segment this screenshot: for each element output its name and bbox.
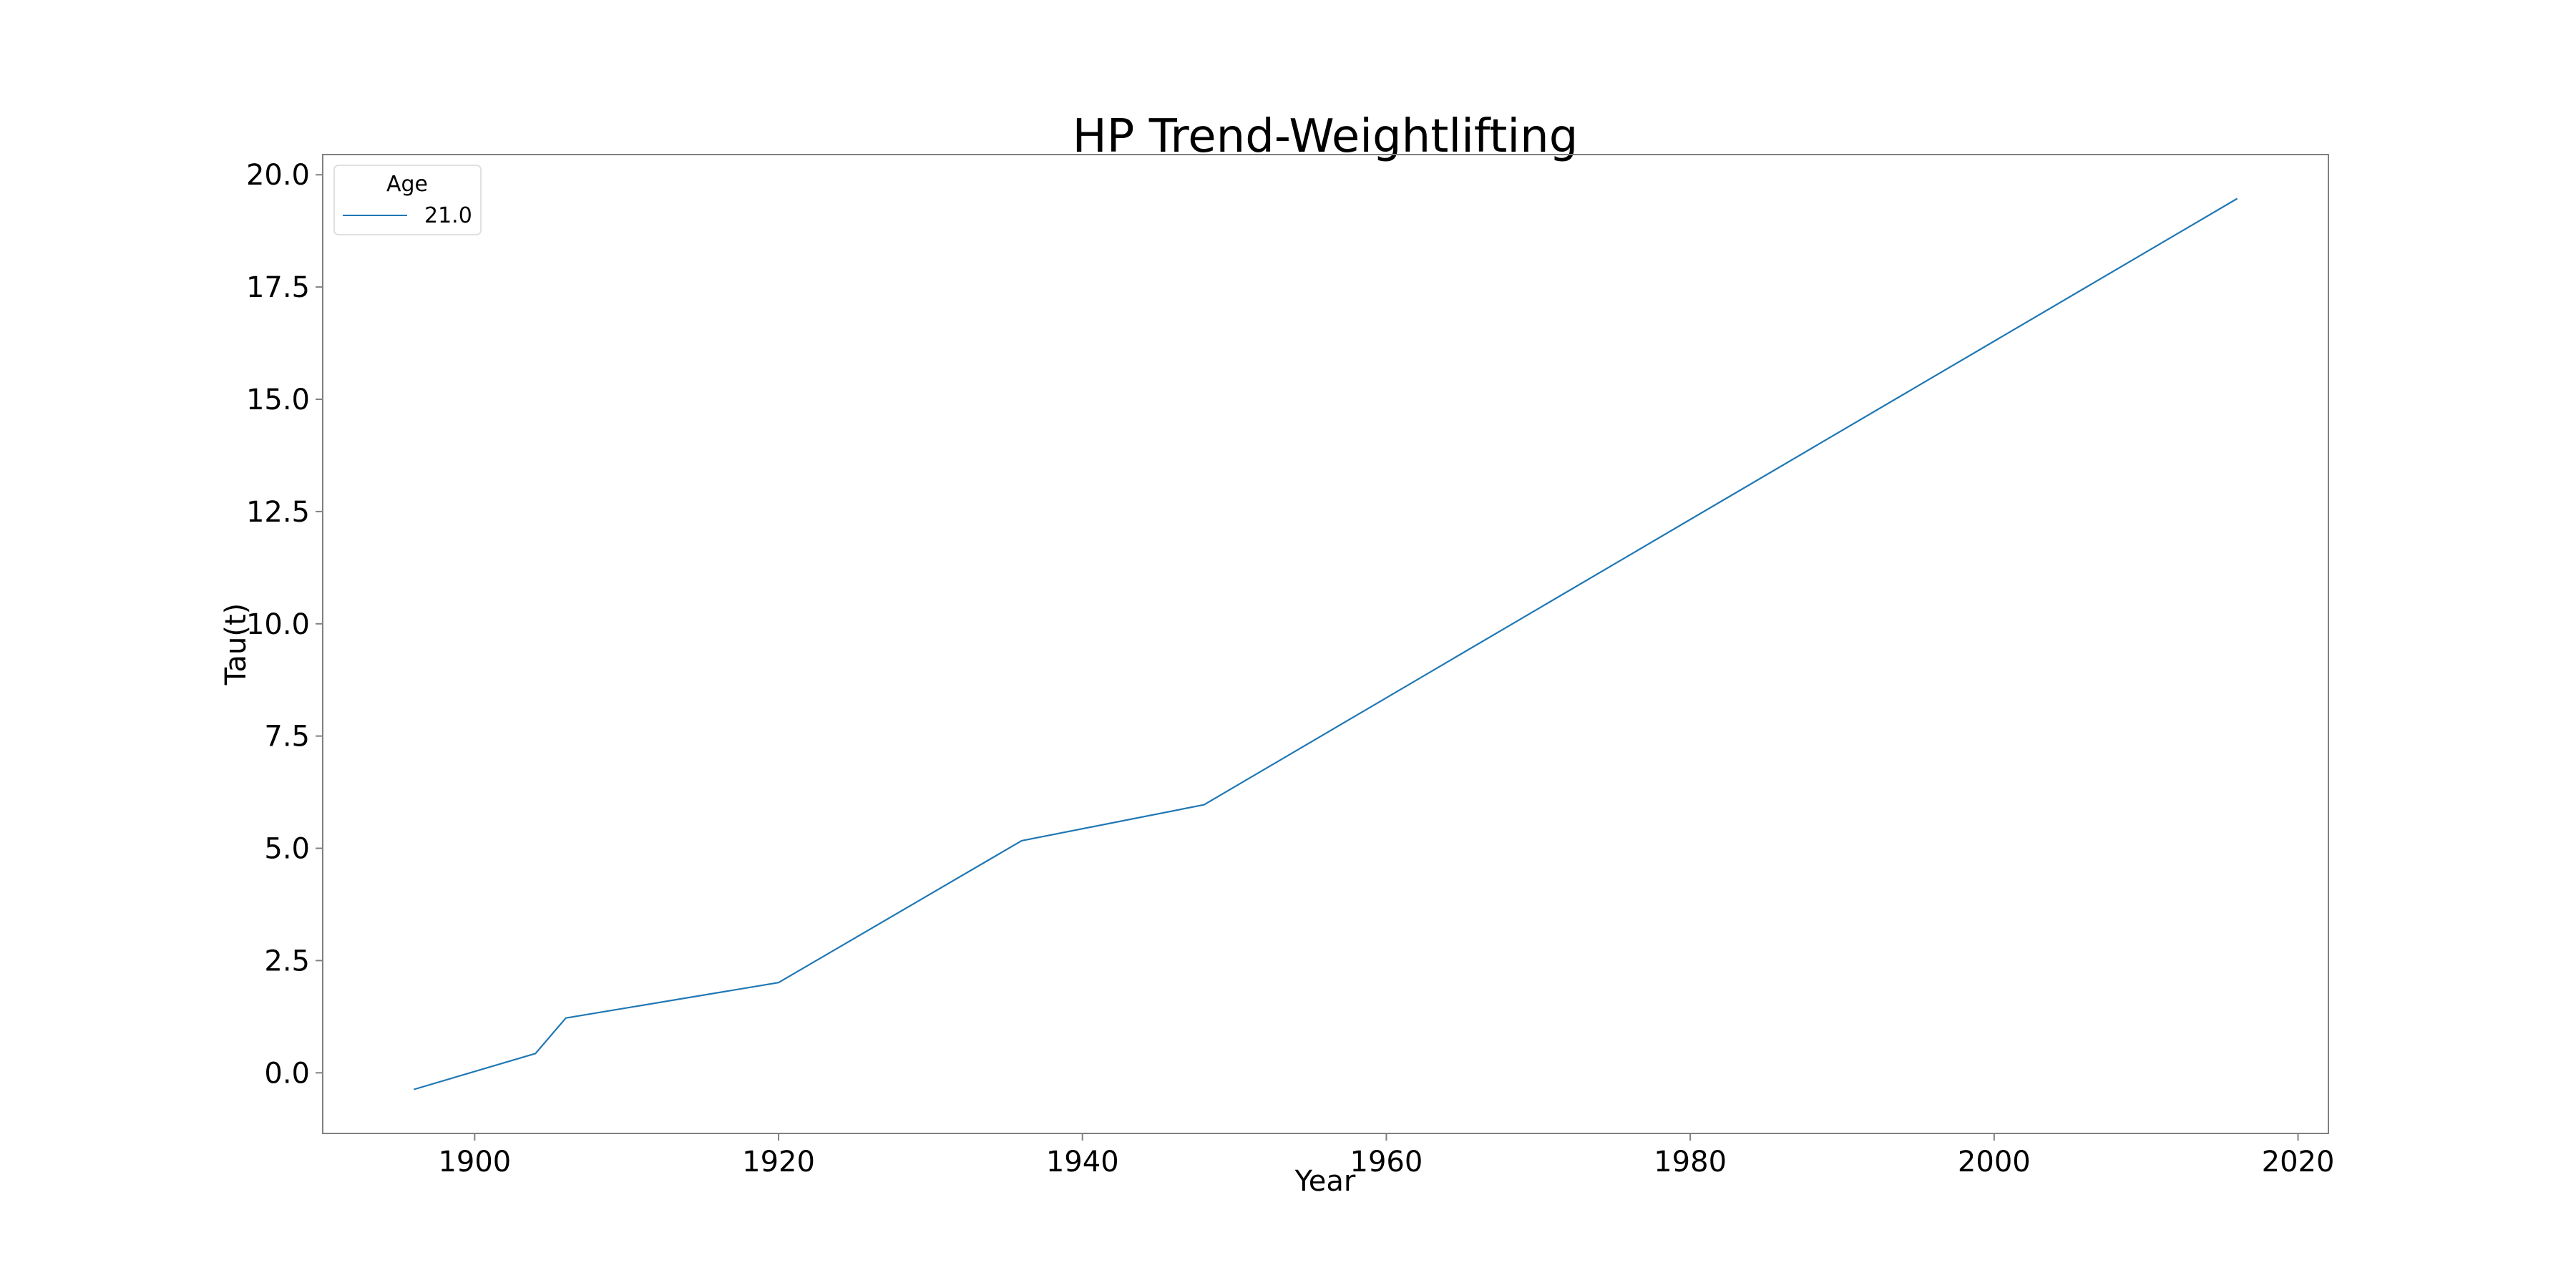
y-tick-label: 20.0 bbox=[246, 159, 310, 192]
x-axis-ticks: 1900 1920 1940 1960 1980 2000 2020 bbox=[438, 1133, 2334, 1179]
legend-box bbox=[333, 165, 482, 235]
y-tick-label: 15.0 bbox=[246, 384, 310, 416]
plot-area-frame bbox=[322, 154, 2329, 1134]
y-axis-ticks: 0.0 2.5 5.0 7.5 10.0 12.5 15.0 17.5 20.0 bbox=[246, 159, 323, 1090]
x-tick-label: 2000 bbox=[1958, 1146, 2031, 1179]
x-tick-label: 1900 bbox=[438, 1146, 511, 1179]
y-tick-label: 17.5 bbox=[246, 271, 310, 304]
y-axis-label: Tau(t) bbox=[220, 603, 253, 686]
series-line bbox=[414, 197, 2238, 1091]
series-layer bbox=[414, 197, 2238, 1091]
x-tick-label: 1960 bbox=[1350, 1146, 1423, 1179]
y-tick-label: 5.0 bbox=[264, 833, 310, 866]
x-tick-label: 1940 bbox=[1046, 1146, 1119, 1179]
x-axis-label: Year bbox=[1294, 1165, 1356, 1198]
y-tick-label: 10.0 bbox=[246, 608, 310, 641]
x-tick-label: 1920 bbox=[742, 1146, 815, 1179]
y-tick-label: 2.5 bbox=[264, 945, 310, 977]
x-tick-label: 1980 bbox=[1654, 1146, 1727, 1179]
x-tick-label: 2020 bbox=[2262, 1146, 2335, 1179]
legend: Age 21.0 bbox=[333, 165, 482, 235]
y-tick-label: 12.5 bbox=[246, 496, 310, 529]
y-tick-label: 0.0 bbox=[264, 1057, 310, 1090]
y-tick-label: 7.5 bbox=[264, 721, 310, 753]
legend-title: Age bbox=[386, 172, 428, 197]
legend-entry-label: 21.0 bbox=[424, 203, 472, 228]
